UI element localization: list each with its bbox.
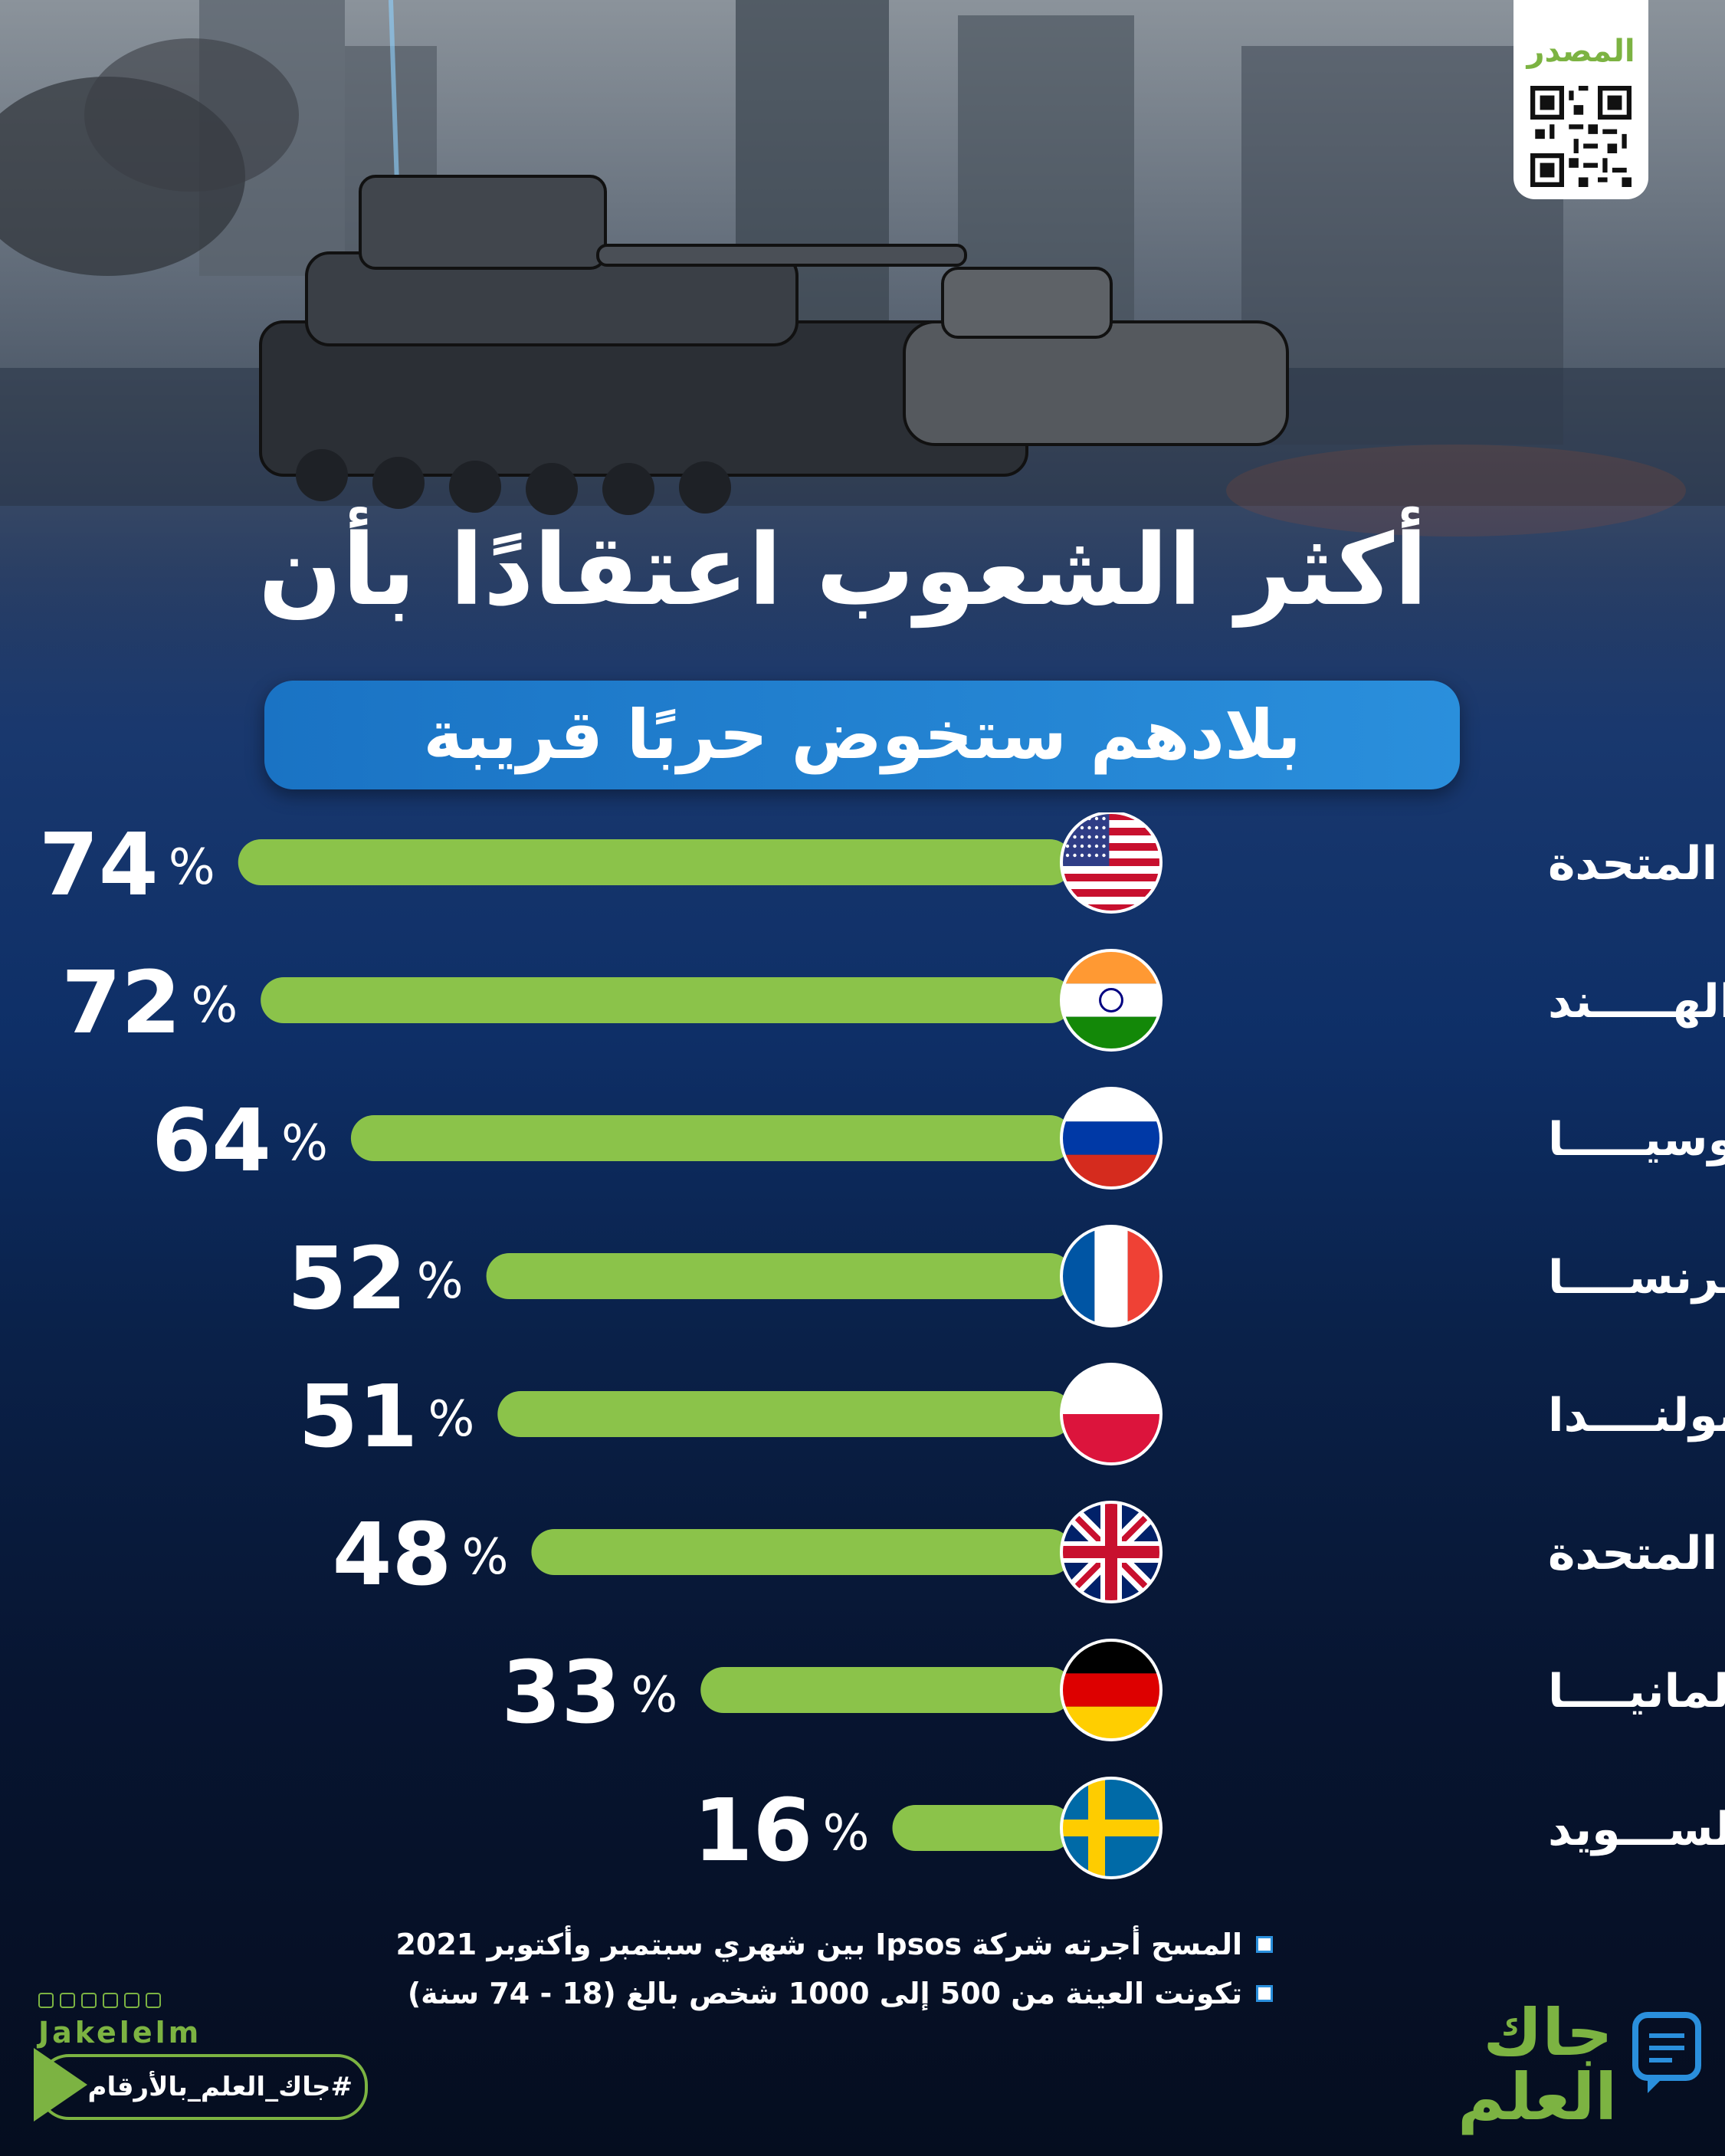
bar	[486, 1253, 1073, 1299]
chart-row: الهـــــند%72	[61, 949, 1725, 1053]
value-label: 16	[694, 1781, 813, 1881]
value-label: 51	[298, 1367, 418, 1467]
flag-sweden-icon	[1060, 1777, 1163, 1879]
hero-tank-illustration	[0, 0, 1725, 674]
flag-france-icon	[1060, 1225, 1163, 1327]
bar	[531, 1529, 1073, 1575]
social-icons	[38, 1993, 161, 2008]
country-label: روسيـــــا	[1548, 1113, 1725, 1167]
bar	[350, 1115, 1073, 1161]
value-label: 33	[501, 1643, 621, 1743]
flag-us-icon	[1060, 812, 1163, 914]
country-label: فرنســــا	[1548, 1251, 1725, 1304]
bar	[892, 1805, 1073, 1851]
flag-uk-icon	[1060, 1501, 1163, 1603]
bar	[261, 977, 1073, 1023]
bullet-icon	[1256, 1985, 1273, 2002]
qr-code-icon[interactable]	[1530, 86, 1632, 187]
social-handle: Jakelelm	[38, 2016, 202, 2049]
percent-sign: %	[191, 977, 238, 1034]
country-label: الســـويد	[1548, 1803, 1725, 1856]
value-label: 74	[39, 815, 159, 915]
country-label: ألمانيــــا	[1548, 1661, 1725, 1718]
bar	[700, 1667, 1073, 1713]
flag-india-icon	[1060, 949, 1163, 1052]
bullet-icon	[1256, 1936, 1273, 1953]
percent-sign: %	[462, 1529, 509, 1586]
value-label: 64	[152, 1091, 271, 1191]
bar	[497, 1391, 1073, 1437]
percent-sign: %	[428, 1391, 474, 1448]
chart-row: فرنســــا%52	[287, 1225, 1725, 1329]
play-icon	[34, 2048, 87, 2122]
chat-bubble-icon	[1632, 2012, 1701, 2093]
bar-chart: الولايات المتحدة%74الهـــــند%72روسيــــ…	[39, 812, 1725, 1881]
notes: المسح أجرته شركة Ipsos بين شهري سبتمبر و…	[395, 1928, 1273, 2026]
percent-sign: %	[631, 1667, 677, 1724]
percent-sign: %	[169, 839, 215, 896]
linkedin-icon[interactable]	[81, 1993, 97, 2008]
chart-row: ألمانيــــا%33	[501, 1639, 1725, 1743]
chart-row: المملكة المتحدة%48	[333, 1501, 1725, 1605]
note-item: المسح أجرته شركة Ipsos بين شهري سبتمبر و…	[395, 1928, 1273, 1961]
subtitle-pill	[264, 681, 1460, 789]
chart-row: الولايات المتحدة%74	[39, 812, 1725, 915]
country-label: بولنــــدا	[1548, 1389, 1725, 1442]
snapchat-icon[interactable]	[103, 1993, 118, 2008]
percent-sign: %	[823, 1805, 870, 1862]
country-label: الولايات المتحدة	[1548, 837, 1725, 891]
bar	[238, 839, 1074, 885]
brand-logo-text: جاك العلم	[1458, 1995, 1617, 2135]
title: أكثر الشعوب اعتقادًا بأن	[258, 514, 1428, 628]
country-label: المملكة المتحدة	[1548, 1527, 1725, 1580]
note-item: تكونت العينة من 500 إلى 1000 شخص بالغ (1…	[395, 1977, 1273, 2010]
value-label: 48	[333, 1505, 452, 1605]
chart-row: روسيـــــا%64	[152, 1087, 1725, 1191]
percent-sign: %	[281, 1115, 328, 1172]
percent-sign: %	[417, 1253, 464, 1310]
twitter-icon[interactable]	[124, 1993, 139, 2008]
flag-russia-icon	[1060, 1087, 1163, 1190]
telegram-icon[interactable]	[146, 1993, 161, 2008]
hashtag: #جاك_العلم_بالأرقام	[87, 2072, 353, 2102]
country-label: الهـــــند	[1548, 975, 1725, 1029]
chart-row: بولنــــدا%51	[298, 1363, 1725, 1467]
instagram-icon[interactable]	[60, 1993, 75, 2008]
note-text: تكونت العينة من 500 إلى 1000 شخص بالغ (1…	[407, 1977, 1242, 2010]
chart-row: الســـويد%16	[694, 1777, 1725, 1881]
flag-poland-icon	[1060, 1363, 1163, 1465]
facebook-icon[interactable]	[38, 1993, 54, 2008]
source-label: المصدر	[1527, 34, 1635, 69]
value-label: 72	[61, 953, 181, 1053]
subtitle: بلادهم ستخوض حربًا قريبة	[423, 695, 1301, 774]
flag-germany-icon	[1060, 1639, 1163, 1741]
value-label: 52	[287, 1229, 407, 1329]
note-text: المسح أجرته شركة Ipsos بين شهري سبتمبر و…	[395, 1928, 1242, 1961]
